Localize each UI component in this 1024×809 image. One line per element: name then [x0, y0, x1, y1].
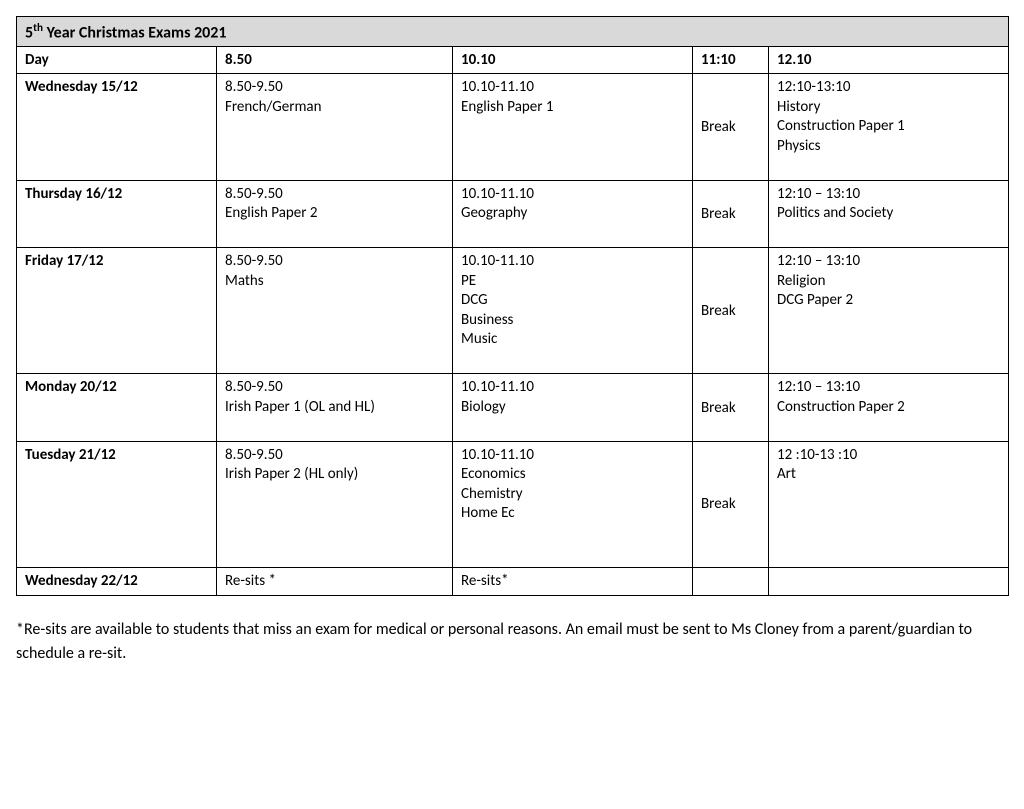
slot-1210: 12:10 – 13:10Politics and Society [769, 180, 1009, 248]
table-row: Wednesday 22/12Re-sits *Re-sits* [17, 567, 1009, 596]
day-cell: Tuesday 21/12 [17, 441, 217, 567]
slot-1210: 12 :10-13 :10Art [769, 441, 1009, 567]
slot-1010: Re-sits* [453, 567, 693, 596]
slot-1210 [769, 567, 1009, 596]
break-cell [693, 567, 769, 596]
table-row: Wednesday 15/128.50-9.50French/German 10… [17, 74, 1009, 181]
table-title: 5th Year Christmas Exams 2021 [17, 17, 1009, 47]
slot-0850: 8.50-9.50French/German [217, 74, 453, 181]
break-cell: Break [693, 441, 769, 567]
header-row: Day8.5010.1011:1012.10 [17, 47, 1009, 74]
day-cell: Wednesday 15/12 [17, 74, 217, 181]
slot-0850: Re-sits * [217, 567, 453, 596]
day-cell: Thursday 16/12 [17, 180, 217, 248]
break-cell: Break [693, 374, 769, 442]
slot-0850: 8.50-9.50English Paper 2 [217, 180, 453, 248]
slot-1210: 12:10 – 13:10Construction Paper 2 [769, 374, 1009, 442]
header-col-1: 8.50 [217, 47, 453, 74]
slot-0850: 8.50-9.50Irish Paper 1 (OL and HL) [217, 374, 453, 442]
day-cell: Friday 17/12 [17, 248, 217, 374]
table-row: Tuesday 21/128.50-9.50Irish Paper 2 (HL … [17, 441, 1009, 567]
slot-1210: 12:10-13:10HistoryConstruction Paper 1Ph… [769, 74, 1009, 181]
header-col-2: 10.10 [453, 47, 693, 74]
break-cell: Break [693, 248, 769, 374]
header-col-3: 11:10 [693, 47, 769, 74]
slot-1010: 10.10-11.10English Paper 1 [453, 74, 693, 181]
slot-1010: 10.10-11.10EconomicsChemistryHome Ec [453, 441, 693, 567]
slot-1210: 12:10 – 13:10ReligionDCG Paper 2 [769, 248, 1009, 374]
table-row: Monday 20/128.50-9.50Irish Paper 1 (OL a… [17, 374, 1009, 442]
break-cell: Break [693, 74, 769, 181]
break-cell: Break [693, 180, 769, 248]
day-cell: Wednesday 22/12 [17, 567, 217, 596]
header-col-4: 12.10 [769, 47, 1009, 74]
footnote: *Re-sits are available to students that … [16, 618, 1008, 664]
slot-1010: 10.10-11.10Geography [453, 180, 693, 248]
table-row: Thursday 16/128.50-9.50English Paper 2 1… [17, 180, 1009, 248]
slot-0850: 8.50-9.50Maths [217, 248, 453, 374]
table-row: Friday 17/128.50-9.50Maths 10.10-11.10PE… [17, 248, 1009, 374]
slot-1010: 10.10-11.10Biology [453, 374, 693, 442]
header-col-0: Day [17, 47, 217, 74]
slot-0850: 8.50-9.50Irish Paper 2 (HL only) [217, 441, 453, 567]
day-cell: Monday 20/12 [17, 374, 217, 442]
slot-1010: 10.10-11.10PEDCGBusinessMusic [453, 248, 693, 374]
exam-timetable: 5th Year Christmas Exams 2021 Day8.5010.… [16, 16, 1009, 596]
